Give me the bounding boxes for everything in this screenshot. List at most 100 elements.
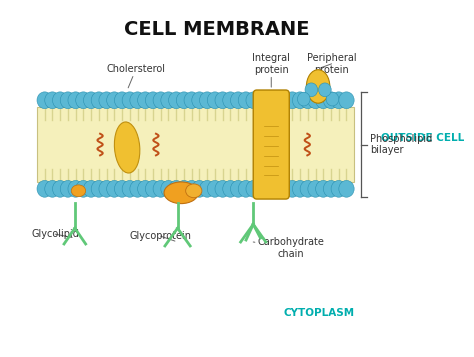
Circle shape bbox=[176, 181, 191, 197]
Circle shape bbox=[246, 92, 261, 109]
Circle shape bbox=[60, 181, 75, 197]
Circle shape bbox=[99, 181, 114, 197]
Circle shape bbox=[277, 92, 292, 109]
Ellipse shape bbox=[306, 70, 330, 103]
Text: Phospholipid
bilayer: Phospholipid bilayer bbox=[370, 134, 433, 155]
Text: OUTSIDE CELL: OUTSIDE CELL bbox=[381, 133, 465, 143]
Circle shape bbox=[83, 181, 99, 197]
Circle shape bbox=[238, 92, 254, 109]
Circle shape bbox=[45, 92, 60, 109]
Circle shape bbox=[262, 181, 277, 197]
Circle shape bbox=[323, 181, 338, 197]
Circle shape bbox=[230, 92, 246, 109]
Circle shape bbox=[161, 92, 176, 109]
Circle shape bbox=[339, 92, 354, 109]
Ellipse shape bbox=[114, 122, 140, 173]
Circle shape bbox=[60, 92, 75, 109]
Circle shape bbox=[300, 181, 316, 197]
Circle shape bbox=[91, 92, 107, 109]
Text: Peripheral
protein: Peripheral protein bbox=[307, 53, 356, 75]
Circle shape bbox=[292, 181, 308, 197]
Circle shape bbox=[146, 181, 161, 197]
Circle shape bbox=[200, 92, 215, 109]
Circle shape bbox=[130, 92, 145, 109]
Circle shape bbox=[215, 92, 230, 109]
Circle shape bbox=[53, 92, 68, 109]
Circle shape bbox=[207, 181, 223, 197]
Text: Glycoprotein: Glycoprotein bbox=[129, 231, 191, 241]
Circle shape bbox=[68, 92, 83, 109]
Circle shape bbox=[308, 181, 323, 197]
Circle shape bbox=[319, 83, 331, 97]
Circle shape bbox=[316, 92, 331, 109]
Circle shape bbox=[184, 181, 200, 197]
Circle shape bbox=[308, 92, 323, 109]
Circle shape bbox=[53, 181, 68, 197]
Circle shape bbox=[254, 181, 269, 197]
Circle shape bbox=[292, 92, 308, 109]
Circle shape bbox=[238, 181, 254, 197]
Circle shape bbox=[277, 181, 292, 197]
Bar bbox=[37, 107, 354, 182]
Circle shape bbox=[161, 181, 176, 197]
Circle shape bbox=[130, 181, 145, 197]
Circle shape bbox=[254, 92, 269, 109]
Circle shape bbox=[192, 92, 207, 109]
Circle shape bbox=[153, 181, 168, 197]
Circle shape bbox=[99, 92, 114, 109]
Circle shape bbox=[91, 181, 107, 197]
Circle shape bbox=[169, 92, 184, 109]
Circle shape bbox=[37, 181, 52, 197]
Circle shape bbox=[137, 181, 153, 197]
Circle shape bbox=[326, 92, 339, 106]
Text: Carbohydrate
chain: Carbohydrate chain bbox=[253, 237, 325, 259]
Circle shape bbox=[339, 181, 354, 197]
Ellipse shape bbox=[164, 182, 198, 203]
Circle shape bbox=[269, 92, 284, 109]
Circle shape bbox=[76, 181, 91, 197]
Circle shape bbox=[331, 92, 346, 109]
Circle shape bbox=[223, 92, 238, 109]
Text: Integral
protein: Integral protein bbox=[252, 53, 290, 87]
Circle shape bbox=[107, 92, 122, 109]
Text: CELL MEMBRANE: CELL MEMBRANE bbox=[124, 20, 309, 39]
Circle shape bbox=[331, 181, 346, 197]
Circle shape bbox=[107, 181, 122, 197]
Circle shape bbox=[305, 83, 318, 97]
Circle shape bbox=[262, 92, 277, 109]
Circle shape bbox=[176, 92, 191, 109]
Circle shape bbox=[122, 92, 137, 109]
FancyBboxPatch shape bbox=[253, 90, 289, 199]
Circle shape bbox=[169, 181, 184, 197]
Circle shape bbox=[207, 92, 223, 109]
Circle shape bbox=[45, 181, 60, 197]
Circle shape bbox=[298, 92, 310, 106]
Circle shape bbox=[146, 92, 161, 109]
Circle shape bbox=[114, 92, 130, 109]
Circle shape bbox=[300, 92, 316, 109]
Text: Glycolipid: Glycolipid bbox=[31, 229, 79, 239]
Circle shape bbox=[230, 181, 246, 197]
Circle shape bbox=[83, 92, 99, 109]
Circle shape bbox=[153, 92, 168, 109]
Circle shape bbox=[200, 181, 215, 197]
Circle shape bbox=[137, 92, 153, 109]
Circle shape bbox=[223, 181, 238, 197]
Circle shape bbox=[76, 92, 91, 109]
Circle shape bbox=[285, 181, 300, 197]
Circle shape bbox=[68, 181, 83, 197]
Circle shape bbox=[184, 92, 200, 109]
Text: CYTOPLASM: CYTOPLASM bbox=[283, 308, 354, 318]
Circle shape bbox=[122, 181, 137, 197]
Circle shape bbox=[285, 92, 300, 109]
Circle shape bbox=[215, 181, 230, 197]
Circle shape bbox=[114, 181, 130, 197]
Circle shape bbox=[192, 181, 207, 197]
Circle shape bbox=[316, 181, 331, 197]
Circle shape bbox=[269, 181, 284, 197]
Circle shape bbox=[37, 92, 52, 109]
Ellipse shape bbox=[71, 185, 86, 197]
Text: Cholersterol: Cholersterol bbox=[107, 64, 165, 88]
Circle shape bbox=[323, 92, 338, 109]
Circle shape bbox=[246, 181, 261, 197]
